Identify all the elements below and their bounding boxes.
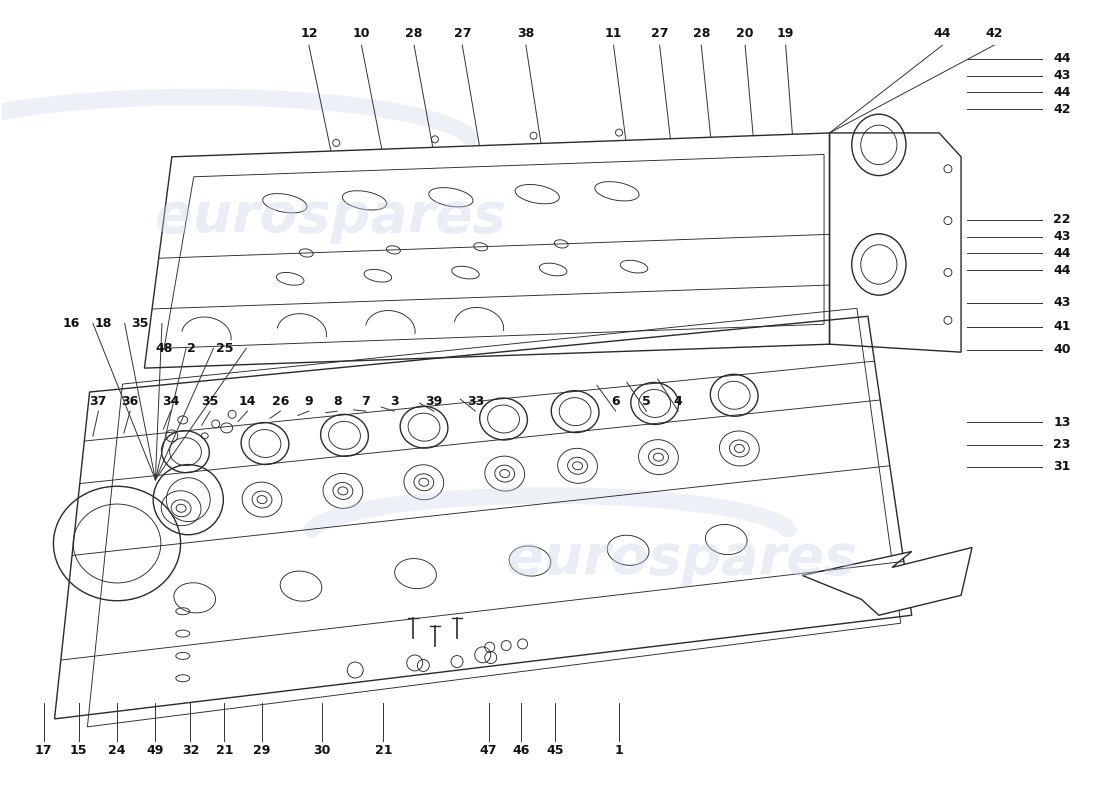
Text: 42: 42 bbox=[1053, 102, 1070, 115]
Text: 42: 42 bbox=[986, 26, 1003, 40]
Text: 38: 38 bbox=[517, 26, 535, 40]
Text: 29: 29 bbox=[253, 744, 271, 758]
Text: 44: 44 bbox=[1053, 86, 1070, 98]
Text: 8: 8 bbox=[333, 395, 342, 408]
Text: 28: 28 bbox=[693, 26, 710, 40]
Text: 14: 14 bbox=[239, 395, 256, 408]
Text: 30: 30 bbox=[314, 744, 331, 758]
Text: 36: 36 bbox=[121, 395, 139, 408]
Text: 35: 35 bbox=[131, 317, 149, 330]
Text: 47: 47 bbox=[480, 744, 497, 758]
Text: 11: 11 bbox=[605, 26, 623, 40]
Text: eurospares: eurospares bbox=[155, 190, 506, 244]
Text: 4: 4 bbox=[674, 395, 683, 408]
Text: 37: 37 bbox=[90, 395, 107, 408]
Text: 5: 5 bbox=[642, 395, 651, 408]
Text: 3: 3 bbox=[390, 395, 398, 408]
Text: 15: 15 bbox=[70, 744, 87, 758]
Text: 21: 21 bbox=[375, 744, 392, 758]
Text: 39: 39 bbox=[426, 395, 442, 408]
Text: 41: 41 bbox=[1053, 320, 1070, 333]
Text: 44: 44 bbox=[1053, 263, 1070, 277]
Text: 48: 48 bbox=[155, 342, 173, 354]
Text: 12: 12 bbox=[300, 26, 318, 40]
Text: 45: 45 bbox=[547, 744, 564, 758]
Text: 34: 34 bbox=[162, 395, 179, 408]
Text: 33: 33 bbox=[466, 395, 484, 408]
Text: 21: 21 bbox=[216, 744, 233, 758]
Text: 35: 35 bbox=[201, 395, 219, 408]
Text: 32: 32 bbox=[182, 744, 199, 758]
Text: 9: 9 bbox=[305, 395, 314, 408]
Text: eurospares: eurospares bbox=[506, 533, 857, 586]
Text: 2: 2 bbox=[187, 342, 196, 354]
Text: 44: 44 bbox=[1053, 52, 1070, 66]
Text: 26: 26 bbox=[272, 395, 289, 408]
Text: 25: 25 bbox=[216, 342, 233, 354]
Text: 40: 40 bbox=[1053, 343, 1070, 356]
Text: 27: 27 bbox=[453, 26, 471, 40]
Text: 43: 43 bbox=[1053, 230, 1070, 243]
Text: 24: 24 bbox=[108, 744, 125, 758]
Text: 6: 6 bbox=[612, 395, 620, 408]
Text: 23: 23 bbox=[1053, 438, 1070, 451]
Text: 13: 13 bbox=[1053, 416, 1070, 429]
Text: 22: 22 bbox=[1053, 214, 1070, 226]
Text: 10: 10 bbox=[353, 26, 371, 40]
Text: 44: 44 bbox=[934, 26, 952, 40]
Text: 43: 43 bbox=[1053, 69, 1070, 82]
Text: 7: 7 bbox=[362, 395, 371, 408]
Text: 17: 17 bbox=[35, 744, 53, 758]
Text: 46: 46 bbox=[513, 744, 530, 758]
Text: 27: 27 bbox=[651, 26, 669, 40]
Text: 28: 28 bbox=[406, 26, 422, 40]
Text: 31: 31 bbox=[1053, 461, 1070, 474]
Text: 18: 18 bbox=[95, 317, 111, 330]
Text: 1: 1 bbox=[615, 744, 624, 758]
Text: 49: 49 bbox=[146, 744, 164, 758]
Text: 19: 19 bbox=[777, 26, 794, 40]
Text: 44: 44 bbox=[1053, 247, 1070, 260]
Polygon shape bbox=[802, 547, 972, 615]
Text: 16: 16 bbox=[63, 317, 79, 330]
Text: 20: 20 bbox=[736, 26, 754, 40]
Text: 43: 43 bbox=[1053, 296, 1070, 310]
